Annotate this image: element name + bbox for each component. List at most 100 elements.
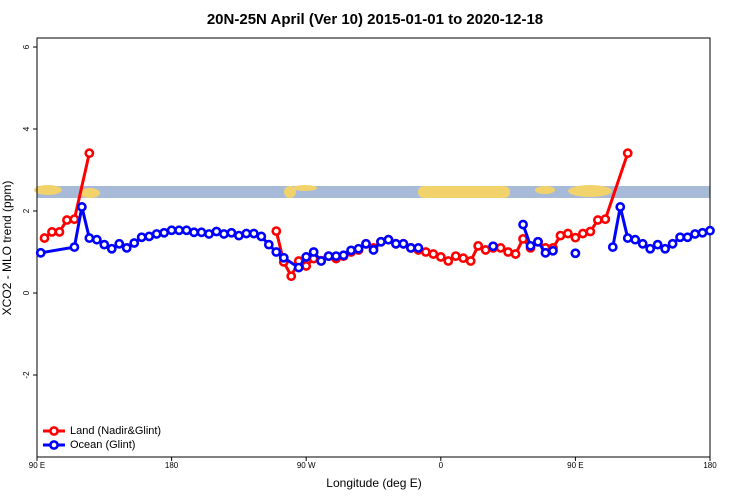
point: [376, 236, 386, 247]
point: [577, 228, 588, 239]
y-tick-label: 4: [22, 126, 31, 131]
point: [248, 228, 259, 239]
point: [338, 250, 349, 261]
x-tick-label: 90 E: [567, 461, 583, 470]
point: [368, 245, 379, 255]
point: [69, 214, 80, 225]
point: [69, 242, 80, 252]
point: [106, 243, 117, 254]
legend-marker: [49, 440, 59, 450]
point: [346, 245, 356, 256]
point: [525, 240, 536, 251]
x-tick-label: 90 E: [29, 461, 45, 470]
point: [607, 242, 618, 252]
point: [62, 215, 72, 225]
point: [570, 232, 581, 243]
point: [129, 238, 140, 248]
point: [435, 252, 446, 262]
point: [353, 243, 364, 254]
point: [660, 243, 671, 254]
point: [301, 261, 312, 271]
point: [196, 227, 207, 238]
x-tick-label: 180: [703, 461, 717, 470]
point: [256, 231, 267, 242]
x-tick-label: 90 W: [297, 461, 316, 470]
point: [637, 238, 648, 249]
point: [518, 219, 528, 230]
y-tick-label: 2: [22, 208, 31, 213]
point: [121, 243, 132, 253]
point: [136, 232, 147, 243]
point: [458, 253, 469, 264]
point: [166, 225, 177, 236]
point: [563, 228, 573, 239]
point: [645, 243, 656, 254]
point: [233, 230, 244, 241]
point: [615, 202, 626, 212]
point: [204, 229, 214, 239]
point: [84, 148, 95, 159]
chart-title: 20N-25N April (Ver 10) 2015-01-01 to 202…: [207, 11, 543, 28]
point: [76, 202, 87, 212]
point: [144, 231, 155, 242]
point: [548, 245, 558, 256]
legend-marker: [49, 426, 59, 436]
point: [308, 247, 319, 257]
point: [35, 247, 46, 258]
point: [555, 230, 566, 241]
point: [47, 227, 57, 237]
point: [503, 247, 513, 257]
point: [91, 234, 102, 245]
point: [211, 226, 222, 237]
point: [383, 234, 394, 245]
point: [570, 248, 581, 259]
point: [622, 148, 633, 159]
point: [39, 233, 50, 243]
point: [652, 239, 663, 250]
point: [181, 225, 192, 236]
point: [263, 239, 274, 250]
point: [585, 226, 596, 237]
point: [592, 215, 603, 225]
point: [286, 271, 297, 282]
point: [450, 251, 461, 262]
point: [473, 240, 484, 251]
point: [99, 239, 110, 250]
y-axis-label: XCO2 - MLO trend (ppm): [0, 181, 14, 316]
point: [675, 232, 685, 243]
point: [241, 228, 252, 239]
point: [398, 238, 409, 249]
point: [413, 243, 424, 253]
y-tick-label: 6: [22, 44, 31, 49]
point: [189, 227, 199, 238]
point: [465, 256, 476, 266]
point: [323, 251, 334, 262]
point: [159, 227, 170, 238]
point: [480, 245, 491, 255]
point: [54, 227, 65, 237]
point: [428, 249, 439, 259]
point: [361, 238, 371, 249]
y-tick-label: -2: [22, 371, 31, 379]
point: [667, 238, 678, 249]
point: [219, 229, 229, 239]
point: [622, 233, 633, 243]
plot-frame: [36, 37, 711, 458]
point: [301, 252, 312, 262]
point: [114, 238, 125, 249]
point: [443, 256, 454, 266]
map-strip: [34, 185, 710, 198]
point: [510, 249, 521, 259]
point: [488, 241, 499, 252]
point: [518, 233, 528, 244]
point: [278, 252, 289, 263]
point: [293, 262, 304, 273]
point: [331, 251, 342, 262]
point: [697, 227, 708, 238]
x-tick-label: 180: [165, 461, 179, 470]
point: [271, 247, 282, 257]
point: [174, 225, 184, 236]
point: [405, 243, 416, 253]
point: [682, 232, 693, 243]
